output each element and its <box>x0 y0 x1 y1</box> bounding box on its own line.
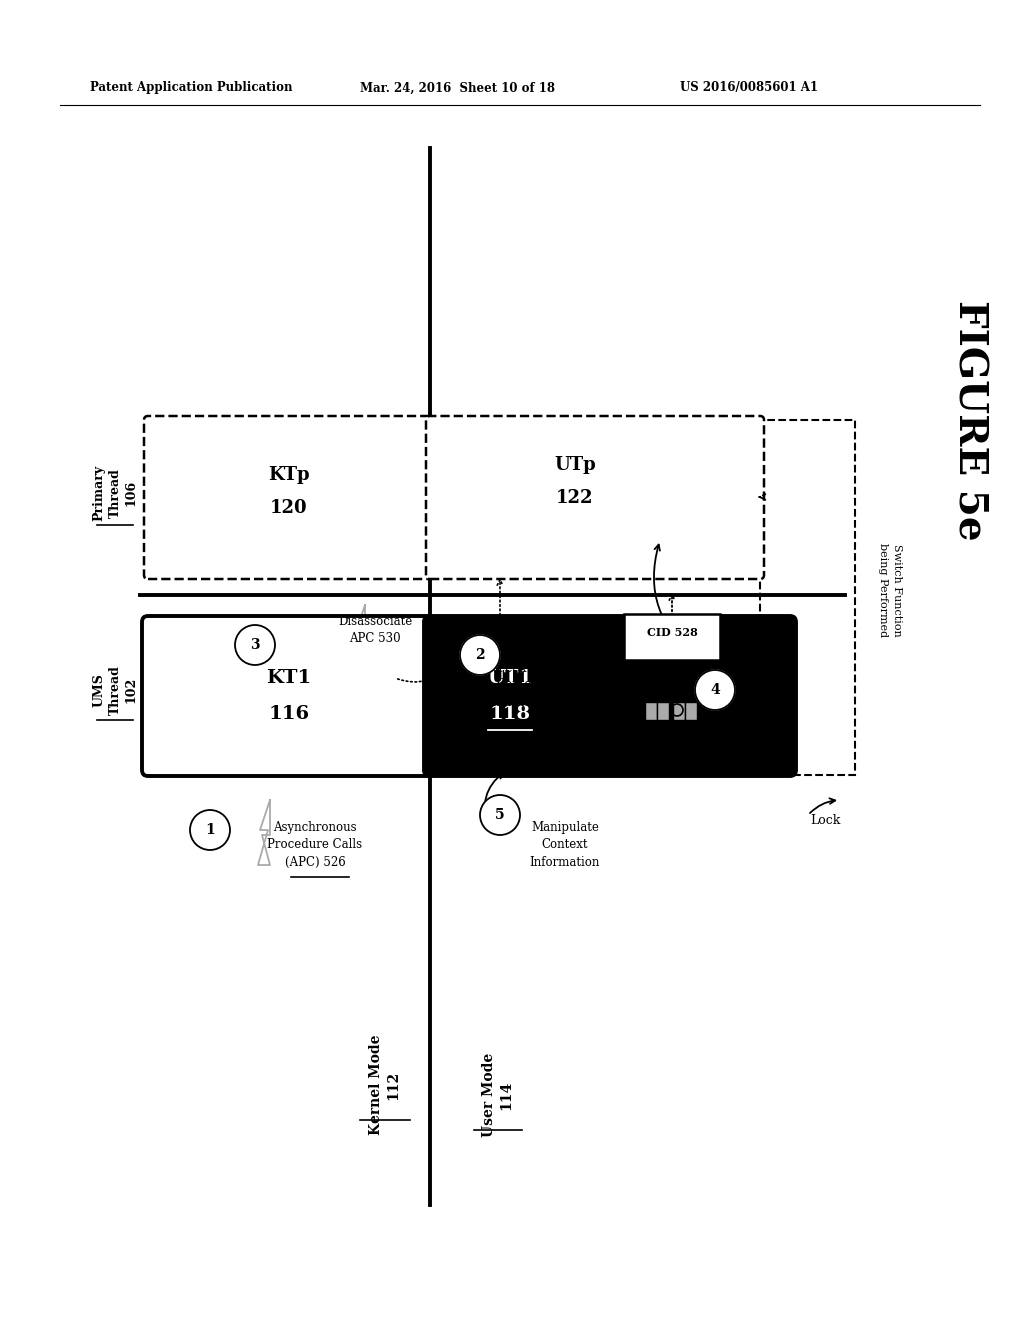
FancyBboxPatch shape <box>624 614 720 660</box>
Text: Manipulate
Context
Information: Manipulate Context Information <box>529 821 600 869</box>
Text: Asynchronous
Procedure Calls
(APC) 526: Asynchronous Procedure Calls (APC) 526 <box>267 821 362 869</box>
FancyBboxPatch shape <box>144 416 434 579</box>
Circle shape <box>695 671 735 710</box>
Text: Disassociate
APC 530: Disassociate APC 530 <box>338 615 412 645</box>
Text: 120: 120 <box>270 499 308 517</box>
Text: User Mode
114: User Mode 114 <box>482 1053 514 1137</box>
Bar <box>760 420 855 775</box>
Text: UT1: UT1 <box>487 669 532 686</box>
Text: Switch Function
being Performed: Switch Function being Performed <box>879 543 901 638</box>
Bar <box>685 702 697 719</box>
FancyBboxPatch shape <box>142 616 436 776</box>
Text: Primary
Thread
106: Primary Thread 106 <box>92 465 137 521</box>
Text: FIGURE 5e: FIGURE 5e <box>951 300 989 540</box>
Text: US 2016/0085601 A1: US 2016/0085601 A1 <box>680 82 818 95</box>
Text: UTp: UTp <box>554 455 596 474</box>
Text: Match: Match <box>598 675 634 685</box>
Text: Patent Application Publication: Patent Application Publication <box>90 82 293 95</box>
Circle shape <box>460 635 500 675</box>
Text: 4: 4 <box>710 682 720 697</box>
Text: 118: 118 <box>489 705 530 723</box>
FancyBboxPatch shape <box>426 416 764 579</box>
Text: KTp: KTp <box>268 466 310 484</box>
Bar <box>645 702 657 719</box>
Text: Kernel Mode
112: Kernel Mode 112 <box>370 1035 400 1135</box>
Text: Lock: Lock <box>810 813 841 826</box>
Circle shape <box>480 795 520 836</box>
Text: Peek at
Context
Information: Peek at Context Information <box>484 661 555 709</box>
Bar <box>657 702 669 719</box>
Text: 3: 3 <box>250 638 260 652</box>
Text: 122: 122 <box>556 488 594 507</box>
FancyBboxPatch shape <box>424 616 796 776</box>
Text: Complete
Context
Switch
(memory to
CPU): Complete Context Switch (memory to CPU) <box>687 619 753 680</box>
Text: 1: 1 <box>205 822 215 837</box>
Circle shape <box>234 624 275 665</box>
Text: 116: 116 <box>268 705 309 723</box>
Text: 2: 2 <box>475 648 484 663</box>
Bar <box>673 702 685 719</box>
Text: KT1: KT1 <box>266 669 311 686</box>
Text: Mar. 24, 2016  Sheet 10 of 18: Mar. 24, 2016 Sheet 10 of 18 <box>360 82 555 95</box>
Text: 5: 5 <box>496 808 505 822</box>
Text: UMS
Thread
102: UMS Thread 102 <box>92 665 137 715</box>
Text: CID 528: CID 528 <box>646 627 697 638</box>
Circle shape <box>190 810 230 850</box>
